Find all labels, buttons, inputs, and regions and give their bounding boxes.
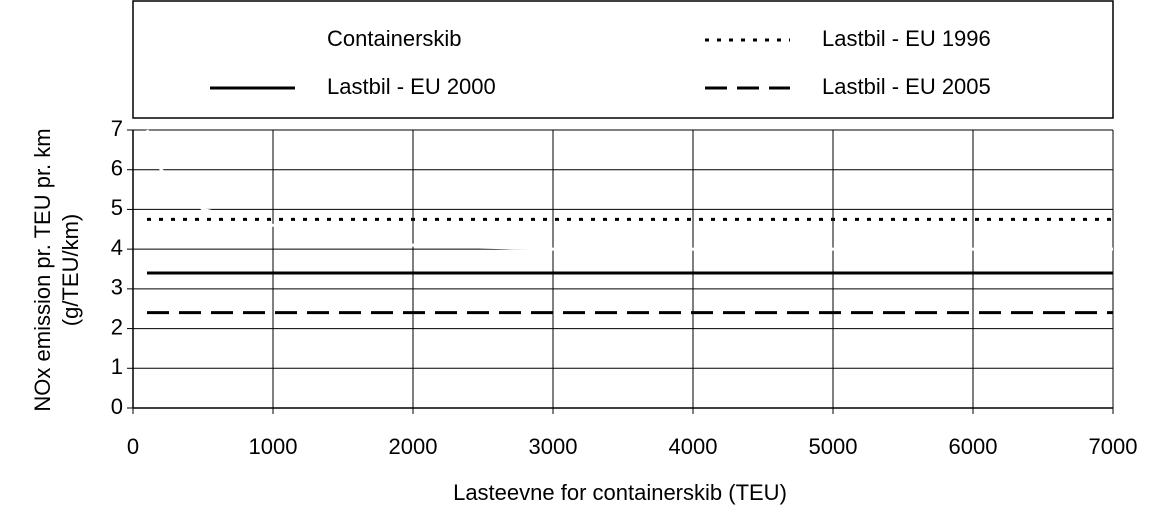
x-tick-label: 0 [127,434,139,459]
y-tick-label: 6 [111,156,123,181]
x-axis-label: Lasteevne for containerskib (TEU) [453,480,787,505]
y-tick-label: 2 [111,314,123,339]
x-tick-label: 2000 [389,434,438,459]
y-axis-label: (g/TEU/km) [58,214,83,326]
legend-label: Lastbil - EU 2000 [327,74,496,99]
x-tick-label: 1000 [249,434,298,459]
y-tick-label: 4 [111,235,123,260]
y-tick-label: 7 [111,116,123,141]
plot-area [133,130,1113,408]
y-tick-label: 5 [111,195,123,220]
y-tick-label: 0 [111,394,123,419]
y-axis-label: NOx emission pr. TEU pr. km [30,128,55,411]
y-tick-label: 3 [111,275,123,300]
legend-label: Lastbil - EU 2005 [822,74,991,99]
series-line [145,129,1113,251]
x-tick-label: 5000 [809,434,858,459]
x-tick-label: 3000 [529,434,578,459]
legend-label: Containerskib [327,26,462,51]
x-tick-label: 4000 [669,434,718,459]
x-tick-label: 6000 [949,434,998,459]
y-tick-label: 1 [111,354,123,379]
legend-box [132,0,1114,119]
x-tick-label: 7000 [1089,434,1138,459]
legend-label: Lastbil - EU 1996 [822,26,991,51]
